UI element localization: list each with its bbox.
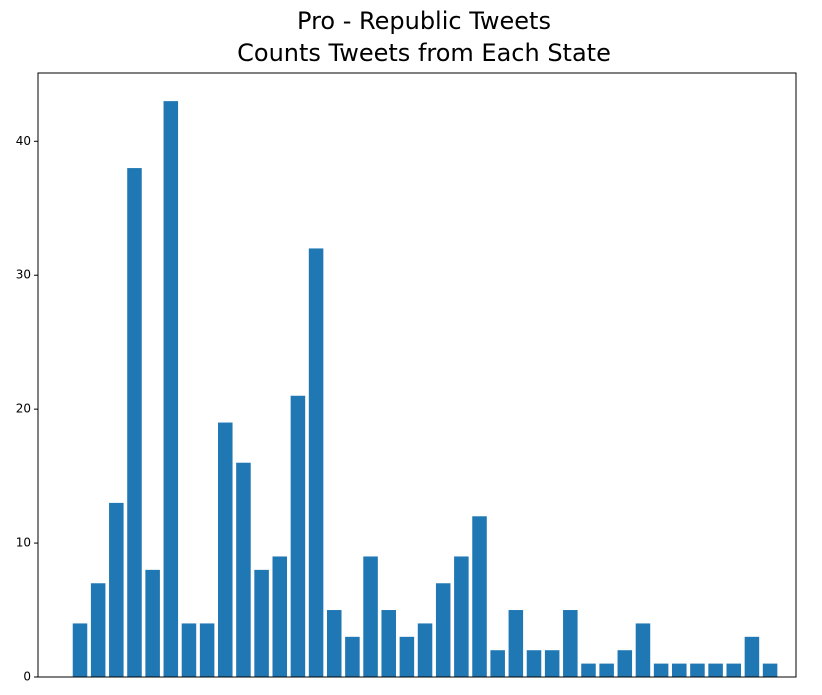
bar bbox=[381, 610, 396, 677]
bar bbox=[345, 636, 360, 677]
bar bbox=[181, 623, 197, 677]
bar bbox=[544, 650, 560, 677]
chart-title: Counts Tweets from Each State bbox=[237, 39, 611, 67]
bar bbox=[435, 583, 451, 677]
bar bbox=[617, 650, 633, 677]
bar bbox=[290, 395, 306, 677]
bar bbox=[563, 610, 578, 677]
bar bbox=[635, 623, 651, 677]
y-tick-label: 30 bbox=[16, 268, 31, 282]
y-tick-label: 20 bbox=[16, 402, 31, 416]
bar bbox=[254, 569, 269, 677]
bar bbox=[726, 663, 742, 677]
bar bbox=[90, 583, 106, 677]
bar bbox=[526, 650, 542, 677]
y-tick-label: 0 bbox=[23, 670, 31, 684]
y-tick-label: 10 bbox=[16, 536, 31, 550]
bar bbox=[599, 663, 614, 677]
bar bbox=[236, 462, 251, 677]
bar bbox=[308, 248, 324, 678]
bar bbox=[363, 556, 378, 677]
bar bbox=[326, 610, 342, 677]
bar bbox=[145, 569, 160, 677]
bar bbox=[672, 663, 687, 677]
bar bbox=[490, 650, 505, 677]
y-tick-label: 40 bbox=[16, 134, 31, 148]
bar bbox=[218, 422, 233, 677]
bar bbox=[454, 556, 469, 677]
bar bbox=[762, 663, 778, 677]
bar bbox=[690, 663, 705, 677]
bar bbox=[163, 101, 179, 678]
bar bbox=[199, 623, 215, 677]
bar bbox=[508, 610, 524, 677]
bar bbox=[417, 623, 433, 677]
bar bbox=[272, 556, 288, 677]
bar bbox=[127, 168, 142, 677]
chart-title: Pro - Republic Tweets bbox=[297, 7, 551, 35]
bar bbox=[744, 636, 760, 677]
bar bbox=[472, 516, 487, 677]
bar bbox=[581, 663, 596, 677]
bar bbox=[708, 663, 723, 677]
bar bbox=[72, 623, 88, 677]
bar bbox=[399, 636, 415, 677]
plot-frame bbox=[37, 72, 797, 678]
bar bbox=[653, 663, 669, 677]
bar bbox=[109, 502, 124, 677]
